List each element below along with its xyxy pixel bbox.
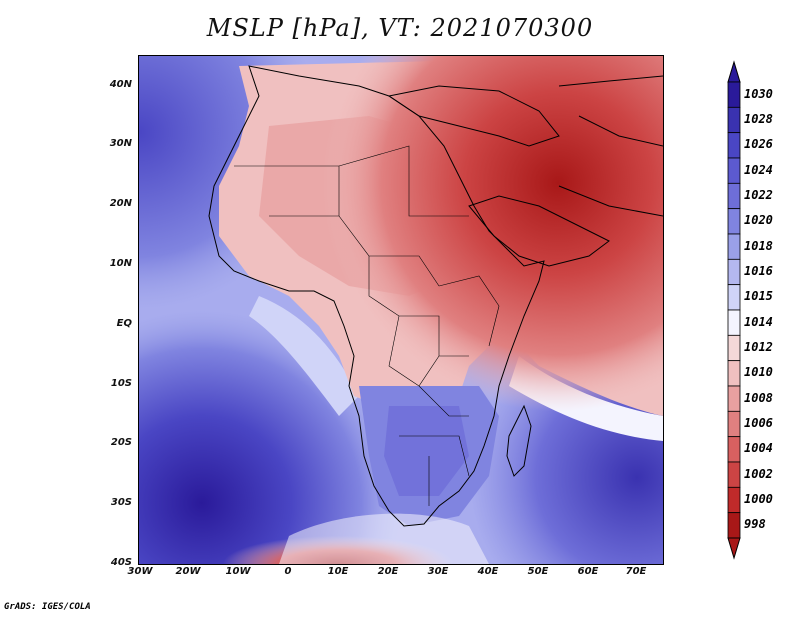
colorbar-label: 1004	[744, 441, 773, 456]
colorbar-label: 1012	[744, 340, 773, 354]
colorbar-swatch	[727, 258, 741, 286]
colorbar-swatch	[727, 182, 741, 210]
map-plot-area	[138, 55, 664, 565]
colorbar-min-arrow	[727, 537, 741, 560]
colorbar-swatch	[727, 512, 741, 539]
map-title: MSLP [hPa], VT: 2021070300	[206, 14, 594, 42]
y-tick-20s: 20S	[110, 437, 132, 448]
colorbar-label: 1014	[744, 314, 773, 329]
colorbar-label: 1000	[744, 492, 773, 506]
southern-ocean-band	[279, 513, 489, 564]
colorbar-label: 1015	[744, 289, 773, 304]
colorbar-label: 1010	[744, 365, 773, 380]
y-tick-30s: 30S	[110, 497, 132, 508]
arabian-peninsula-coastline	[468, 195, 610, 267]
colorbar-swatch	[727, 233, 741, 260]
coastline-group	[208, 65, 663, 527]
colorbar-label: 1008	[744, 390, 773, 405]
colorbar-label: 1018	[744, 238, 773, 253]
africa-coastline	[208, 65, 545, 527]
x-tick-70e: 70E	[625, 566, 647, 577]
x-tick-20e: 20E	[377, 566, 399, 577]
country-borders	[234, 145, 500, 506]
colorbar-swatch	[727, 360, 741, 387]
colorbar-max-arrow	[727, 60, 741, 83]
y-tick-40n: 40N	[109, 79, 132, 90]
colorbar-label: 1030	[744, 86, 773, 101]
mediterranean-coastline	[387, 85, 560, 147]
colorbar-swatch	[727, 309, 741, 336]
x-tick-20w: 20W	[175, 566, 201, 577]
mslp-field-map	[139, 56, 663, 564]
colorbar-label: 1016	[744, 264, 773, 278]
colorbar-svg	[727, 60, 741, 560]
colorbar-label: 1024	[744, 162, 773, 177]
colorbar-swatch	[727, 436, 741, 463]
y-tick-20n: 20N	[109, 198, 132, 209]
colorbar-swatch	[727, 284, 741, 311]
x-tick-10e: 10E	[327, 566, 349, 577]
x-tick-10w: 10W	[225, 566, 251, 577]
colorbar-swatch	[727, 106, 741, 134]
x-tick-30e: 30E	[427, 566, 449, 577]
colorbar-label: 1020	[744, 213, 773, 228]
colorbar-legend: 1030 1028 1026 1024 1022 1020 1018 1016 1015 1014…	[722, 60, 792, 560]
y-tick-10s: 10S	[110, 378, 132, 389]
y-tick-eq: EQ	[116, 318, 132, 329]
colorbar-label: 998	[744, 517, 766, 532]
colorbar-label: 1026	[744, 137, 773, 152]
madagascar-coastline	[506, 404, 532, 477]
y-tick-40s: 40S	[110, 557, 132, 568]
x-tick-30w: 30W	[127, 566, 153, 577]
x-tick-50e: 50E	[527, 566, 549, 577]
x-tick-0: 0	[284, 566, 292, 577]
colorbar-swatch	[727, 157, 741, 184]
colorbar-swatch	[727, 208, 741, 235]
y-tick-30n: 30N	[109, 138, 132, 149]
colorbar-swatch	[727, 81, 741, 108]
software-credit: GrADS: IGES/COLA	[4, 602, 91, 612]
colorbar-label: 1002	[744, 466, 773, 481]
colorbar-label: 1006	[744, 416, 773, 430]
colorbar-label: 1022	[744, 188, 773, 202]
asia-coastline	[558, 75, 663, 217]
colorbar-swatch	[727, 132, 741, 159]
colorbar-swatch	[727, 334, 741, 362]
y-tick-10n: 10N	[109, 258, 132, 269]
colorbar-swatch	[727, 410, 741, 438]
colorbar-swatch	[727, 486, 741, 514]
x-tick-60e: 60E	[577, 566, 599, 577]
x-tick-40e: 40E	[477, 566, 499, 577]
colorbar-swatch	[727, 461, 741, 488]
colorbar-label: 1028	[744, 112, 773, 126]
colorbar-swatch	[727, 385, 741, 412]
